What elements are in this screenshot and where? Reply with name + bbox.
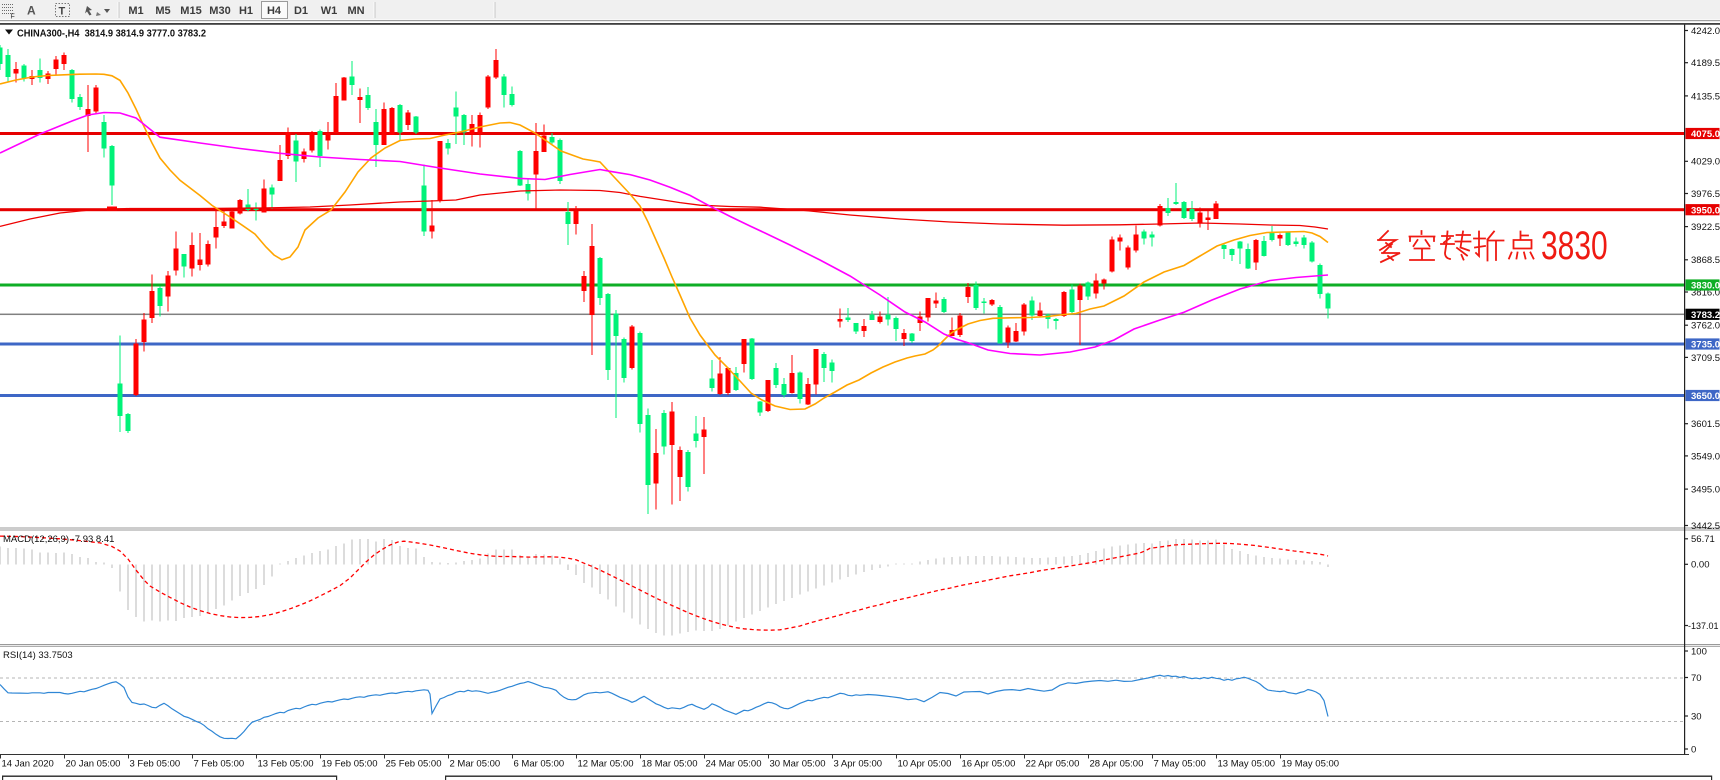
svg-text:T: T (59, 6, 66, 18)
svg-text:0: 0 (1691, 744, 1696, 755)
svg-text:M1: M1 (128, 5, 143, 17)
svg-text:19 May 05:00: 19 May 05:00 (1282, 759, 1340, 770)
svg-text:13 May 05:00: 13 May 05:00 (1218, 759, 1276, 770)
svg-text:3 Feb 05:00: 3 Feb 05:00 (130, 759, 181, 770)
svg-text:13 Feb 05:00: 13 Feb 05:00 (258, 759, 314, 770)
svg-text:10 Apr 05:00: 10 Apr 05:00 (898, 759, 952, 770)
svg-text:28 Apr 05:00: 28 Apr 05:00 (1090, 759, 1144, 770)
svg-text:H4: H4 (267, 5, 282, 17)
svg-text:3976.5: 3976.5 (1691, 189, 1720, 200)
svg-text:3830: 3830 (1541, 224, 1608, 268)
svg-text:100: 100 (1691, 646, 1707, 657)
svg-text:3650.0: 3650.0 (1691, 391, 1720, 402)
svg-text:3830.0: 3830.0 (1691, 281, 1720, 292)
svg-text:3442.5: 3442.5 (1691, 521, 1720, 532)
svg-text:RSI(14) 33.7503: RSI(14) 33.7503 (3, 650, 73, 661)
svg-text:M15: M15 (180, 5, 201, 17)
svg-text:22 Apr 05:00: 22 Apr 05:00 (1026, 759, 1080, 770)
svg-text:CHINA300-,H4 3814.9 3814.9 37: CHINA300-,H4 3814.9 3814.9 3777.0 3783.2 (17, 28, 206, 40)
svg-text:3 Apr 05:00: 3 Apr 05:00 (834, 759, 883, 770)
svg-text:3709.5: 3709.5 (1691, 353, 1720, 364)
svg-text:12 Mar 05:00: 12 Mar 05:00 (578, 759, 634, 770)
svg-text:-137.01: -137.01 (1688, 621, 1719, 631)
svg-text:20 Jan 05:00: 20 Jan 05:00 (66, 759, 121, 770)
svg-text:4242.0: 4242.0 (1691, 26, 1720, 37)
svg-text:2 Mar 05:00: 2 Mar 05:00 (450, 759, 501, 770)
svg-text:3735.0: 3735.0 (1691, 340, 1720, 351)
svg-text:3601.5: 3601.5 (1691, 419, 1720, 430)
svg-text:3549.0: 3549.0 (1691, 451, 1720, 462)
svg-text:3868.5: 3868.5 (1691, 255, 1720, 266)
svg-text:M5: M5 (155, 5, 170, 17)
svg-text:A: A (27, 4, 36, 18)
svg-text:30: 30 (1691, 711, 1702, 722)
svg-text:0.00: 0.00 (1691, 560, 1710, 571)
svg-text:7 May 05:00: 7 May 05:00 (1154, 759, 1206, 770)
svg-text:4189.5: 4189.5 (1691, 58, 1720, 69)
svg-text:24 Mar 05:00: 24 Mar 05:00 (706, 759, 762, 770)
svg-text:M30: M30 (209, 5, 230, 17)
svg-text:D1: D1 (294, 5, 308, 17)
svg-text:4029.0: 4029.0 (1691, 157, 1720, 168)
svg-text:19 Feb 05:00: 19 Feb 05:00 (322, 759, 378, 770)
svg-text:18 Mar 05:00: 18 Mar 05:00 (642, 759, 698, 770)
svg-text:W1: W1 (321, 5, 338, 17)
svg-text:3783.2: 3783.2 (1691, 310, 1720, 321)
svg-text:25 Feb 05:00: 25 Feb 05:00 (386, 759, 442, 770)
svg-text:14 Jan 2020: 14 Jan 2020 (2, 759, 54, 770)
svg-text:16 Apr 05:00: 16 Apr 05:00 (962, 759, 1016, 770)
svg-text:4135.5: 4135.5 (1691, 91, 1720, 102)
svg-text:30 Mar 05:00: 30 Mar 05:00 (770, 759, 826, 770)
svg-text:F: F (11, 14, 15, 21)
svg-text:MN: MN (347, 5, 364, 17)
svg-text:56.71: 56.71 (1691, 534, 1715, 545)
svg-text:70: 70 (1691, 673, 1702, 684)
svg-text:3922.5: 3922.5 (1691, 222, 1720, 233)
svg-text:3816.0: 3816.0 (1691, 287, 1720, 298)
svg-text:3950.0: 3950.0 (1691, 205, 1720, 216)
svg-text:4075.0: 4075.0 (1691, 129, 1720, 140)
svg-text:7 Feb 05:00: 7 Feb 05:00 (194, 759, 245, 770)
svg-text:3762.0: 3762.0 (1691, 321, 1720, 332)
svg-text:6 Mar 05:00: 6 Mar 05:00 (514, 759, 565, 770)
svg-text:MACD(12,26,9) -7.93 8.41: MACD(12,26,9) -7.93 8.41 (3, 534, 114, 545)
svg-text:3495.0: 3495.0 (1691, 485, 1720, 496)
svg-text:H1: H1 (239, 5, 253, 17)
